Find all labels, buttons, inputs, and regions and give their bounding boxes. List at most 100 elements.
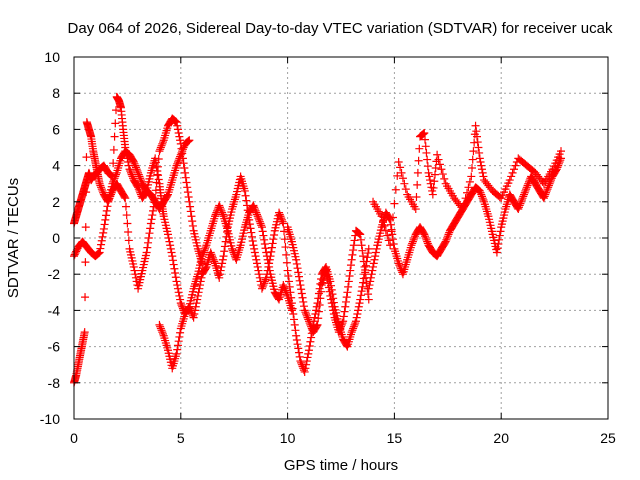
data-point-track-1 xyxy=(253,212,262,221)
data-point-track-3 xyxy=(106,192,115,201)
data-point-track-4 xyxy=(173,341,182,350)
data-point-track-3 xyxy=(105,194,114,203)
data-point-track-4 xyxy=(188,311,197,320)
data-point-track-4 xyxy=(248,232,256,241)
data-point-track-4 xyxy=(240,186,249,195)
y-tick-label: -4 xyxy=(48,302,61,318)
data-point-track-1 xyxy=(255,217,264,226)
data-point-track-6 xyxy=(475,186,484,195)
data-point-track-4 xyxy=(267,247,276,256)
data-point-track-5 xyxy=(339,312,348,321)
data-point-track-5 xyxy=(299,302,308,311)
data-point-track-3 xyxy=(97,183,106,192)
y-tick-label: 0 xyxy=(52,230,60,246)
data-point-track-1 xyxy=(256,219,265,228)
data-point-track-6 xyxy=(524,179,533,188)
data-point-track-5 xyxy=(324,283,333,292)
data-point-track-4 xyxy=(172,349,181,358)
data-point-track-5 xyxy=(326,291,335,300)
data-point-track-6 xyxy=(369,262,378,271)
data-point-track-6 xyxy=(520,188,529,197)
data-point-track-7 xyxy=(413,180,422,189)
data-point-track-6 xyxy=(515,203,523,212)
y-tick-label: -8 xyxy=(48,375,61,391)
data-point-track-3 xyxy=(176,136,185,145)
data-point-track-4 xyxy=(221,237,230,246)
data-point-track-4 xyxy=(361,261,370,270)
data-point-track-1 xyxy=(154,171,163,180)
data-point-track-5 xyxy=(315,300,324,309)
data-point-track-4 xyxy=(283,266,292,275)
data-point-track-4 xyxy=(190,310,199,319)
data-point-track-6 xyxy=(441,237,450,246)
data-point-track-5 xyxy=(359,257,368,266)
data-point-track-5 xyxy=(360,262,369,271)
data-point-track-1 xyxy=(258,227,267,236)
data-point-track-7 xyxy=(390,199,399,208)
data-point-track-1 xyxy=(167,248,176,257)
data-point-track-6 xyxy=(408,237,417,246)
data-point-track-1 xyxy=(169,260,178,269)
data-point-track-4 xyxy=(218,259,227,268)
data-point-track-1 xyxy=(165,237,174,246)
data-point-track-4 xyxy=(216,266,225,275)
data-point-track-4 xyxy=(355,299,364,308)
data-point-track-1 xyxy=(251,206,260,215)
data-point-track-6 xyxy=(522,183,531,192)
data-point-track-4 xyxy=(244,211,253,220)
data-point-track-4 xyxy=(191,302,200,311)
data-point-track-6 xyxy=(541,190,550,199)
data-point-track-5 xyxy=(340,307,349,316)
data-point-track-1 xyxy=(168,252,177,261)
data-point-track-4 xyxy=(358,282,367,291)
data-point-track-4 xyxy=(215,270,224,279)
data-point-track-3 xyxy=(104,197,113,206)
data-point-track-7 xyxy=(387,227,396,236)
data-point-track-7 xyxy=(420,129,429,138)
data-point-track-3 xyxy=(122,211,131,220)
data-point-track-5 xyxy=(325,287,334,296)
data-point-track-7 xyxy=(386,241,395,250)
data-point-track-3 xyxy=(131,270,140,279)
data-point-track-6 xyxy=(514,205,523,214)
data-point-track-7 xyxy=(435,160,444,169)
data-point-track-6 xyxy=(422,235,431,244)
data-point-track-1 xyxy=(111,119,120,128)
data-point-track-3 xyxy=(80,328,89,337)
data-point-track-1 xyxy=(170,264,179,273)
data-point-track-4 xyxy=(191,306,200,315)
data-point-track-7 xyxy=(413,168,422,177)
data-point-track-6 xyxy=(420,230,429,239)
data-point-track-2 xyxy=(131,161,140,170)
data-point-track-2 xyxy=(178,145,187,154)
data-point-track-6 xyxy=(371,248,380,257)
data-point-track-7 xyxy=(470,138,479,147)
data-point-track-4 xyxy=(287,293,296,302)
data-point-track-5 xyxy=(357,241,366,250)
data-point-track-1 xyxy=(262,248,271,257)
data-point-track-6 xyxy=(389,240,398,249)
data-point-track-1 xyxy=(261,244,270,253)
data-point-track-5 xyxy=(314,314,323,323)
data-point-track-3 xyxy=(124,227,133,236)
data-point-track-7 xyxy=(464,183,473,192)
data-point-track-3 xyxy=(148,211,157,220)
y-tick-labels: -10 -8 -6 -4 -2 0 2 4 6 8 10 xyxy=(40,49,60,427)
data-point-track-1 xyxy=(210,212,219,221)
data-point-track-4 xyxy=(193,291,202,300)
data-points xyxy=(70,92,566,387)
data-point-track-3 xyxy=(181,173,190,182)
data-point-track-7 xyxy=(411,205,420,214)
data-point-track-5 xyxy=(349,241,358,250)
data-point-track-5 xyxy=(349,246,358,255)
data-point-track-1 xyxy=(164,234,173,242)
data-point-track-6 xyxy=(365,281,374,290)
y-tick-label: -2 xyxy=(48,266,61,282)
data-point-track-4 xyxy=(258,282,267,291)
data-point-track-2 xyxy=(96,244,105,253)
data-point-track-3 xyxy=(121,194,130,203)
data-point-track-1 xyxy=(176,295,185,304)
data-point-track-3 xyxy=(149,206,158,215)
data-point-track-2 xyxy=(131,163,140,172)
